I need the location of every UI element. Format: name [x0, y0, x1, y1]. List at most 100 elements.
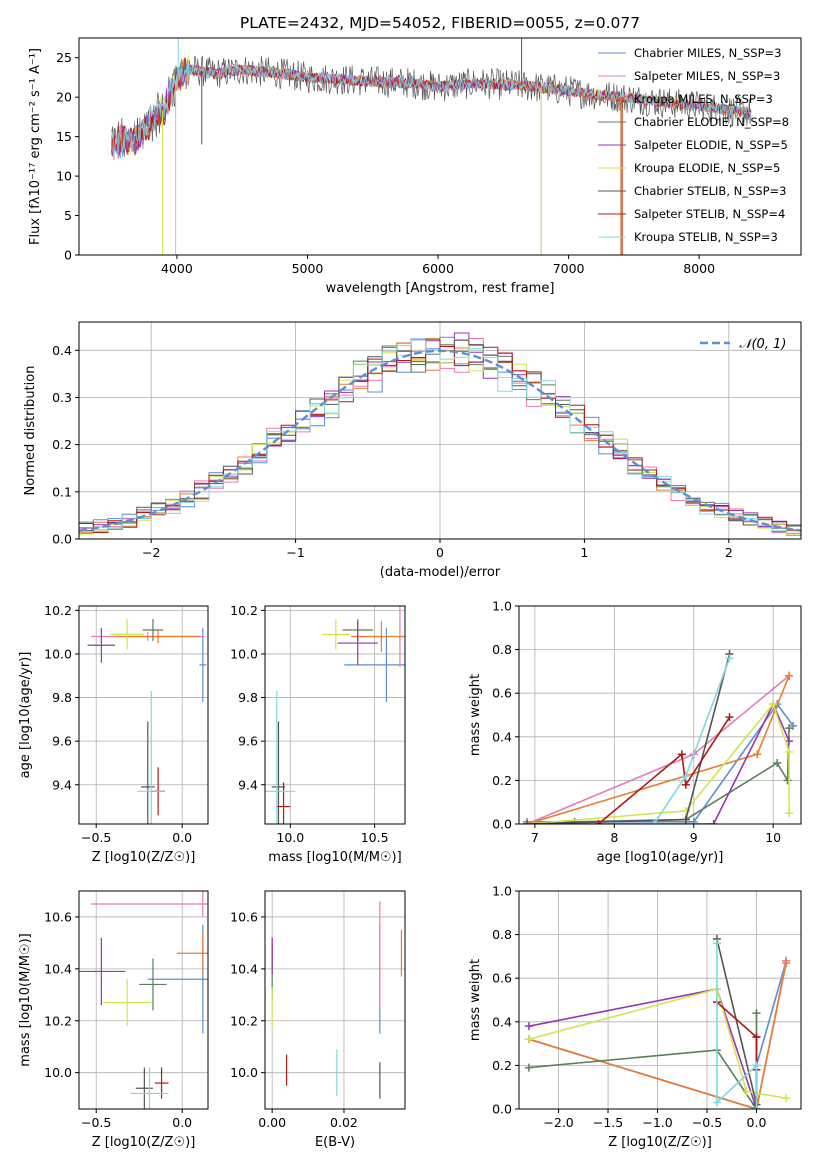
axes-frame — [264, 605, 406, 825]
y-tick-label: 10 — [56, 169, 72, 184]
chart-age-vs-Z: −0.5 0.0 9.4 9.6 9.8 10.0 10.2 Z [log10(Z/Z☉)] a… — [18, 603, 209, 865]
axes-frame — [264, 890, 406, 1110]
weight-marker — [752, 1009, 761, 1018]
y-axis-label: Normed distribution — [23, 366, 38, 496]
chart-mass-vs-EBV: 0.00 0.02 10.0 10.2 10.4 10.6 E(B-V) — [230, 890, 406, 1150]
plot-area — [265, 606, 405, 824]
axes-frame — [518, 605, 802, 825]
y-tick-label: 10.2 — [230, 603, 258, 618]
y-tick-label: 10.0 — [230, 646, 258, 661]
weight-marker — [681, 772, 690, 781]
x-tick-label: −0.5 — [81, 830, 111, 845]
axes-frame — [78, 605, 209, 825]
y-axis-label: mass [log10(M/M☉)] — [18, 933, 33, 1066]
weight-marker — [725, 654, 734, 663]
y-tick-label: 10.0 — [44, 1065, 72, 1080]
chart-mass-vs-Z: −0.5 0.0 10.0 10.2 10.4 10.6 Z [log10(Z/Z☉)] ma… — [18, 890, 209, 1150]
weight-marker — [712, 1098, 721, 1107]
grid — [265, 606, 405, 824]
weight-marker — [782, 958, 791, 967]
y-tick-label: 10.6 — [44, 909, 72, 924]
x-tick-label: 10 — [765, 830, 781, 845]
axes-frame — [78, 890, 209, 1110]
weight-marker — [785, 724, 794, 733]
legend-label: Salpeter MILES, N_SSP=3 — [634, 69, 780, 83]
chart-weight-vs-Z: −2.0 −1.5 −1.0 −0.5 0.0 0.0 0.2 0.4 0.6 0.8 1.0 Z [… — [468, 884, 802, 1150]
x-tick-label: −0.5 — [81, 1115, 111, 1130]
x-tick-label: −0.5 — [692, 1115, 722, 1130]
grid — [79, 891, 208, 1109]
chart-residuals: −2 −1 0 1 2 0.0 0.1 0.2 0.3 0.4 (data-model)/error… — [23, 321, 802, 580]
histogram-step — [79, 339, 801, 532]
y-tick-label: 5 — [64, 208, 72, 223]
legend-label: Salpeter ELODIE, N_SSP=5 — [634, 138, 788, 152]
weight-marker — [769, 700, 778, 709]
y-tick-label: 0 — [64, 248, 72, 263]
y-tick-label: 10.0 — [44, 646, 72, 661]
x-tick-label: 4000 — [161, 261, 193, 276]
weight-marker — [681, 780, 690, 789]
legend-label: 𝒩(0, 1) — [739, 337, 786, 352]
figure-title: PLATE=2432, MJD=54052, FIBERID=0055, z=0… — [240, 14, 640, 32]
y-axis-label: Flux [fλ10⁻¹⁷ erg cm⁻² s⁻¹ A⁻¹] — [28, 48, 43, 245]
y-tick-label: 0.8 — [492, 642, 512, 657]
spectrum-line — [111, 58, 752, 152]
legend-label: Chabrier STELIB, N_SSP=3 — [634, 184, 786, 198]
weight-marker — [677, 750, 686, 759]
x-axis-label: (data-model)/error — [380, 565, 501, 580]
x-tick-label: 0.0 — [172, 830, 192, 845]
axes-frame — [78, 37, 802, 256]
x-tick-label: 8000 — [683, 261, 715, 276]
plot-area — [524, 934, 791, 1109]
y-tick-label: 10.2 — [44, 603, 72, 618]
weight-marker — [785, 671, 794, 680]
x-axis-label: mass [log10(M/M☉)] — [268, 850, 401, 865]
x-tick-label: 7 — [531, 830, 539, 845]
weight-marker — [752, 1033, 761, 1042]
y-tick-label: 0.8 — [492, 927, 512, 942]
legend-label: Chabrier MILES, N_SSP=3 — [634, 46, 781, 60]
grid — [519, 605, 801, 825]
y-tick-label: 9.8 — [238, 690, 258, 705]
weight-marker — [712, 939, 721, 948]
weight-marker — [594, 820, 603, 824]
weight-line — [716, 943, 758, 1109]
y-tick-label: 10.4 — [230, 961, 258, 976]
weight-marker — [524, 1022, 533, 1031]
y-tick-label: 0.4 — [492, 729, 512, 744]
weight-marker — [742, 1087, 751, 1096]
y-tick-label: 9.4 — [238, 777, 258, 792]
weight-marker — [785, 748, 794, 757]
weight-marker — [753, 750, 762, 759]
plot-area — [79, 332, 801, 539]
plot-area — [111, 38, 752, 255]
weight-line — [526, 702, 794, 823]
y-tick-label: 9.8 — [52, 690, 72, 705]
weight-marker — [524, 1035, 533, 1044]
y-tick-label: 0.4 — [52, 343, 72, 358]
weight-line — [528, 962, 787, 1109]
y-tick-label: 10.2 — [44, 1013, 72, 1028]
x-axis-label: Z [log10(Z/Z☉)] — [92, 1135, 196, 1150]
x-tick-label: 0.0 — [172, 1115, 192, 1130]
y-tick-label: 1.0 — [492, 599, 512, 614]
weight-marker — [785, 809, 794, 818]
y-axis-label: mass weight — [468, 959, 483, 1041]
axes-frame — [518, 890, 802, 1110]
weight-marker — [785, 737, 794, 746]
x-tick-label: 5000 — [292, 261, 324, 276]
y-tick-label: 0.1 — [52, 484, 72, 499]
x-tick-label: 10.0 — [276, 830, 304, 845]
x-axis-label: Z [log10(Z/Z☉)] — [92, 850, 196, 865]
y-tick-label: 0.0 — [52, 532, 72, 547]
legend-label: Salpeter STELIB, N_SSP=4 — [634, 207, 785, 221]
x-tick-label: 2 — [725, 545, 733, 560]
plot-area — [271, 901, 403, 1099]
legend-label: Kroupa MILES, N_SSP=3 — [634, 92, 773, 106]
weight-marker — [709, 820, 718, 824]
grid — [79, 606, 208, 824]
x-tick-label: 0 — [436, 545, 444, 560]
chart-age-vs-mass: 10.0 10.5 9.4 9.6 9.8 10.0 10.2 mass [log10(M/M… — [230, 603, 406, 865]
y-tick-label: 10.6 — [230, 909, 258, 924]
